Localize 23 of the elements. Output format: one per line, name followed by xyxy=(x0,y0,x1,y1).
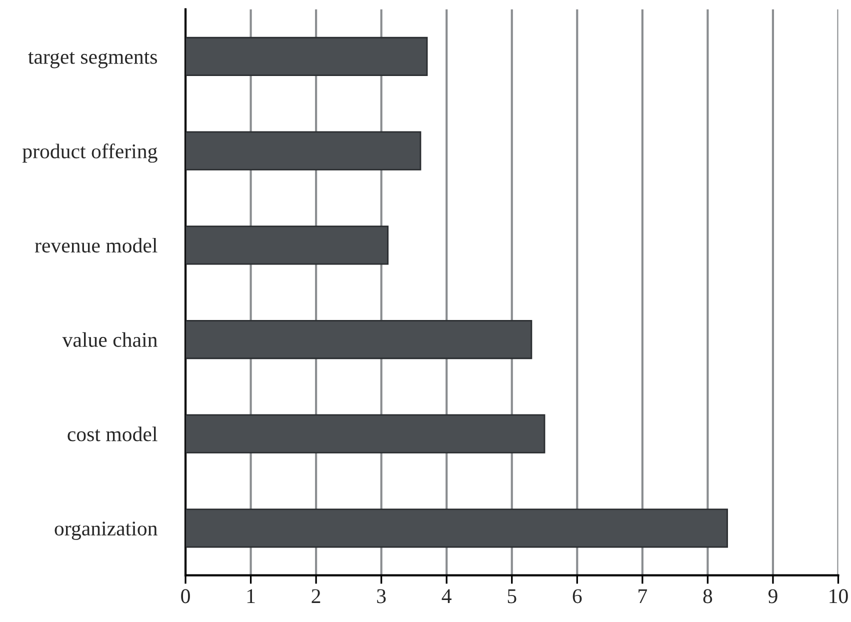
x-tick-label: 7 xyxy=(638,589,648,603)
x-tick-label: 2 xyxy=(312,589,320,603)
bar xyxy=(186,36,428,76)
x-tick-label: 6 xyxy=(572,589,582,604)
y-tick-label: cost model xyxy=(68,426,158,442)
bar xyxy=(186,320,532,360)
x-tick-label: 3 xyxy=(377,589,386,604)
bar xyxy=(186,508,728,548)
y-tick-label: value chain xyxy=(62,332,158,347)
bar xyxy=(186,414,546,454)
y-tick-label: organization xyxy=(54,522,158,540)
x-tick-label: 10 xyxy=(830,589,848,604)
x-tick-label: 9 xyxy=(768,589,778,604)
bar xyxy=(186,226,389,265)
x-tick-label: 0 xyxy=(181,589,190,604)
x-tick-label: 8 xyxy=(703,589,712,604)
y-tick-label: revenue model xyxy=(34,238,158,253)
x-tick-label: 1 xyxy=(247,589,255,603)
bar xyxy=(186,131,422,170)
x-tick-label: 4 xyxy=(442,589,452,603)
y-tick-label: target segments xyxy=(28,52,157,68)
x-tick-label: 5 xyxy=(508,589,516,604)
y-tick-label: product offering xyxy=(22,144,158,163)
